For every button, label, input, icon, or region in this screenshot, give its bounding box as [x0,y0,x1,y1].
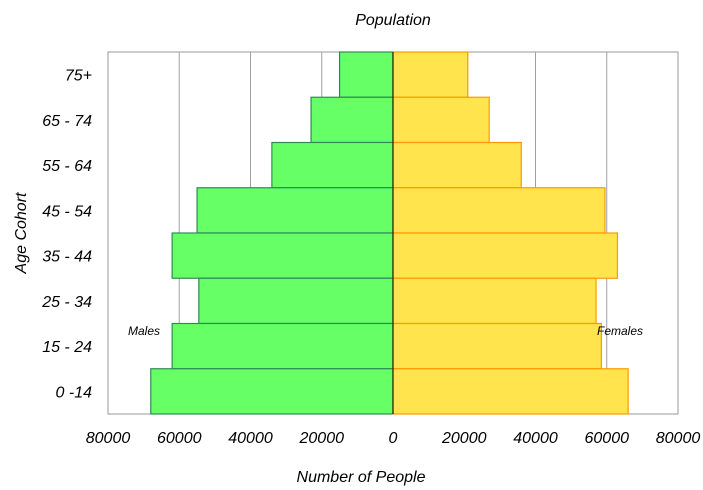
y-tick-label: 55 - 64 [42,158,92,175]
y-tick-label: 0 -14 [56,384,93,401]
bar-males-0 [338,51,394,98]
bar-females-2 [392,141,522,189]
bar-males-7 [150,368,394,415]
bar-females-7 [392,368,629,415]
bar-females-5 [392,277,597,325]
x-tick-labels: 80000 60000 40000 20000 0 20000 40000 60000 8000… [86,430,701,447]
bar-males-2 [271,141,394,189]
bar-females-0 [392,51,469,98]
bars [150,51,629,415]
y-axis-title: Age Cohort [13,192,30,274]
y-tick-label: 35 - 44 [42,249,92,266]
x-tick-label: 0 [389,430,398,447]
series-label-females: Females [597,324,643,338]
bar-females-4 [392,232,619,279]
bar-females-1 [392,96,490,144]
bar-females-3 [392,187,606,234]
series-label-males: Males [128,324,160,338]
y-tick-label: 65 - 74 [42,113,92,130]
bar-males-5 [198,277,394,325]
x-axis-title: Number of People [297,469,426,486]
x-tick-label: 20000 [441,430,487,447]
bar-males-3 [196,187,394,234]
x-tick-label: 40000 [513,430,558,447]
y-tick-labels: 75+ 65 - 74 55 - 64 45 - 54 35 - 44 25 - 34 15… [41,68,92,402]
y-tick-label: 45 - 54 [42,203,92,220]
y-tick-label: 75+ [65,68,92,85]
bar-males-4 [171,232,394,279]
x-tick-label: 20000 [299,430,345,447]
x-tick-label: 80000 [656,430,701,447]
x-tick-label: 40000 [228,430,273,447]
y-tick-label: 15 - 24 [42,339,92,356]
bar-females-6 [392,322,603,370]
x-tick-label: 60000 [157,430,202,447]
x-tick-label: 80000 [86,430,131,447]
bar-males-1 [310,96,394,144]
x-tick-label: 60000 [585,430,630,447]
bar-males-6 [171,322,394,370]
y-tick-label: 25 - 34 [41,294,92,311]
chart-title: Population [355,12,431,29]
